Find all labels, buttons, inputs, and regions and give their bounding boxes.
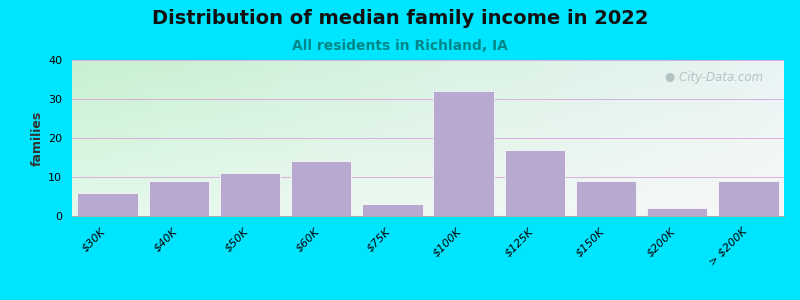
Text: All residents in Richland, IA: All residents in Richland, IA <box>292 39 508 53</box>
Bar <box>434 91 494 216</box>
Bar <box>505 150 565 216</box>
Bar <box>647 208 707 216</box>
Bar <box>362 204 422 216</box>
Bar <box>78 193 138 216</box>
Text: ● City-Data.com: ● City-Data.com <box>665 71 762 84</box>
Y-axis label: families: families <box>31 110 44 166</box>
Bar <box>291 161 351 216</box>
Bar <box>220 173 280 216</box>
Bar <box>149 181 209 216</box>
Bar <box>718 181 778 216</box>
Text: Distribution of median family income in 2022: Distribution of median family income in … <box>152 9 648 28</box>
Bar <box>576 181 636 216</box>
